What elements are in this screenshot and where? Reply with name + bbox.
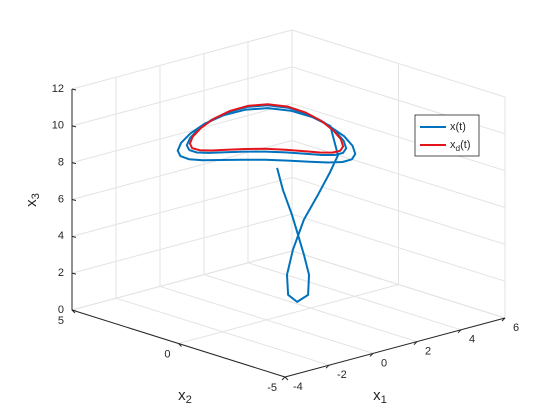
- z-tick-label: 12: [52, 83, 64, 95]
- y-tick-label: 0: [164, 348, 170, 360]
- z-tick-label: 0: [58, 304, 64, 316]
- z-tick-label: 2: [58, 267, 64, 279]
- axis-line: [71, 309, 286, 378]
- z-tick: [71, 125, 77, 128]
- grid-line: [71, 250, 293, 311]
- grid-line: [71, 103, 293, 164]
- series-line: [188, 103, 345, 154]
- grid-line: [71, 140, 293, 200]
- legend: x(t) xd(t): [414, 114, 480, 157]
- z-tick: [71, 199, 77, 201]
- x-tick-label: 4: [469, 334, 475, 346]
- grid-line: [291, 29, 506, 98]
- z-tick-label: 8: [58, 157, 64, 169]
- grid-line: [71, 176, 293, 237]
- legend-box: [414, 114, 480, 157]
- x-tick-label: 2: [425, 346, 431, 358]
- x-tick-label: 0: [381, 357, 387, 369]
- axis-line: [284, 317, 506, 378]
- z-tick-label: 4: [58, 230, 64, 242]
- grid-line: [71, 213, 293, 274]
- x-tick-label: 6: [513, 322, 519, 334]
- z-tick: [71, 88, 77, 91]
- y-tick: [284, 376, 289, 381]
- grid-line: [178, 284, 399, 344]
- x-tick: [281, 376, 286, 381]
- z-tick: [71, 272, 77, 275]
- y-tick-label: 5: [58, 315, 64, 327]
- z-tick: [71, 235, 77, 238]
- z-axis-label: x3: [23, 193, 42, 207]
- grid-line: [291, 213, 506, 282]
- y-axis-label: x2: [178, 387, 192, 406]
- z-tick-label: 10: [52, 120, 64, 132]
- x-tick-label: -4: [293, 381, 303, 393]
- x-axis-label: x1: [373, 387, 387, 406]
- y-tick-label: -5: [267, 382, 277, 394]
- grid-line: [291, 176, 506, 245]
- grid-line: [71, 29, 293, 90]
- x-tick-label: -2: [337, 369, 347, 381]
- grid-line: [291, 250, 506, 319]
- grid-line: [291, 103, 506, 172]
- series-line: [176, 104, 357, 303]
- z-tick: [71, 162, 77, 165]
- grid-line: [71, 66, 293, 127]
- plot-lines: [176, 103, 357, 303]
- z-tick-label: 6: [58, 193, 64, 205]
- legend-label: xd(t): [450, 139, 470, 153]
- legend-label: x(t): [450, 121, 466, 133]
